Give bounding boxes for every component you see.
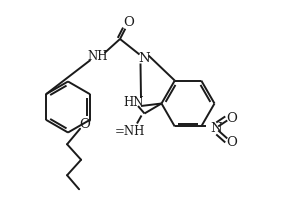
Text: N: N <box>139 52 150 65</box>
Text: =NH: =NH <box>115 125 145 138</box>
Text: HN: HN <box>124 95 144 109</box>
Text: O: O <box>226 112 237 125</box>
Text: O: O <box>123 16 134 29</box>
Text: N: N <box>210 122 222 135</box>
Text: O: O <box>226 136 237 149</box>
Text: NH: NH <box>87 49 108 63</box>
Text: O: O <box>80 118 90 131</box>
